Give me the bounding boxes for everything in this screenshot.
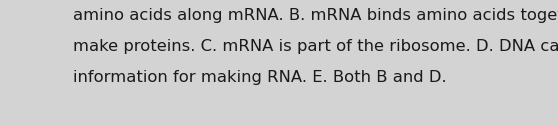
Text: information for making RNA. E. Both B and D.: information for making RNA. E. Both B an… bbox=[73, 70, 446, 85]
Text: make proteins. C. mRNA is part of the ribosome. D. DNA carries: make proteins. C. mRNA is part of the ri… bbox=[73, 39, 558, 54]
Text: amino acids along mRNA. B. mRNA binds amino acids together to: amino acids along mRNA. B. mRNA binds am… bbox=[73, 8, 558, 23]
